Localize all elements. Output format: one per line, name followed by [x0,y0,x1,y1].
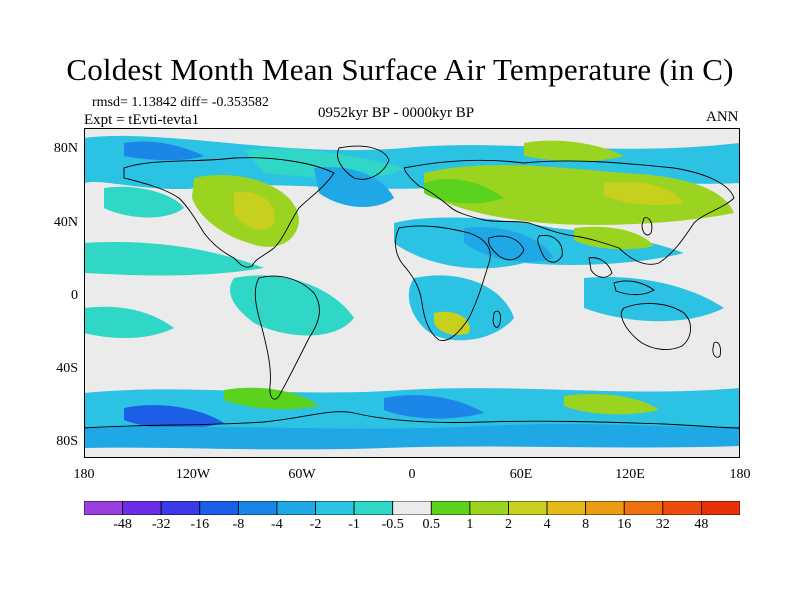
legend-swatch [353,501,394,515]
legend-label: 16 [617,517,632,532]
legend-swatch [508,501,548,515]
lon-label-120w: 120W [175,467,211,482]
legend-swatch [276,501,316,515]
legend-swatch [430,501,471,515]
lon-label-180-east: 180 [729,467,751,482]
map-border [84,128,740,458]
lat-label-40s: 40S [56,361,78,376]
lon-label-60w: 60W [288,467,316,482]
lat-label-40n: 40N [53,215,78,230]
lon-label-180-west: 180 [73,467,95,482]
lon-label-120e: 120E [615,467,645,482]
legend-label: -32 [151,517,171,532]
legend-swatch [701,501,740,515]
legend-swatch [585,501,625,515]
experiment-label: Expt = tEvti-tevta1 [84,112,200,128]
legend-swatch [392,501,432,515]
legend-swatch [122,501,162,515]
legend-label: -48 [113,517,132,532]
lon-label-0: 0 [408,467,416,482]
legend-swatch [237,501,278,515]
map-panel [83,128,741,458]
legend-label: -4 [271,517,283,532]
season-label: ANN [706,109,739,125]
stats-text: rmsd= 1.13842 diff= -0.353582 [92,95,269,110]
coastlines [83,145,741,429]
legend-swatch [199,501,239,515]
anomaly-fields [84,135,740,450]
legend-swatch [160,501,201,515]
lat-label-80s: 80S [56,434,78,449]
page-title: Coldest Month Mean Surface Air Temperatu… [66,52,734,87]
legend-label: -1 [348,517,360,532]
legend-label: -0.5 [381,517,404,532]
legend-swatch [469,501,509,515]
legend-swatch [84,501,123,515]
period-label: 0952kyr BP - 0000kyr BP [318,105,475,121]
legend-swatch [662,501,702,515]
legend-label: 4 [543,517,551,532]
lat-label-0: 0 [71,288,78,303]
legend-label: 1 [466,517,474,532]
legend-label: 0.5 [422,517,441,532]
legend-swatch [546,501,587,515]
legend-label: -16 [190,517,210,532]
legend-label: -2 [309,517,322,532]
lon-label-60e: 60E [509,467,533,482]
legend-label: 2 [505,517,512,532]
color-legend-bar [84,501,740,515]
legend-label: -8 [232,517,245,532]
legend-label: 32 [655,517,670,532]
legend-label: 8 [582,517,590,532]
legend-label: 48 [694,517,709,532]
legend-swatch [623,501,664,515]
temperature-anomaly-map [83,128,741,458]
legend-swatch [315,501,355,515]
lat-label-80n: 80N [53,141,78,156]
